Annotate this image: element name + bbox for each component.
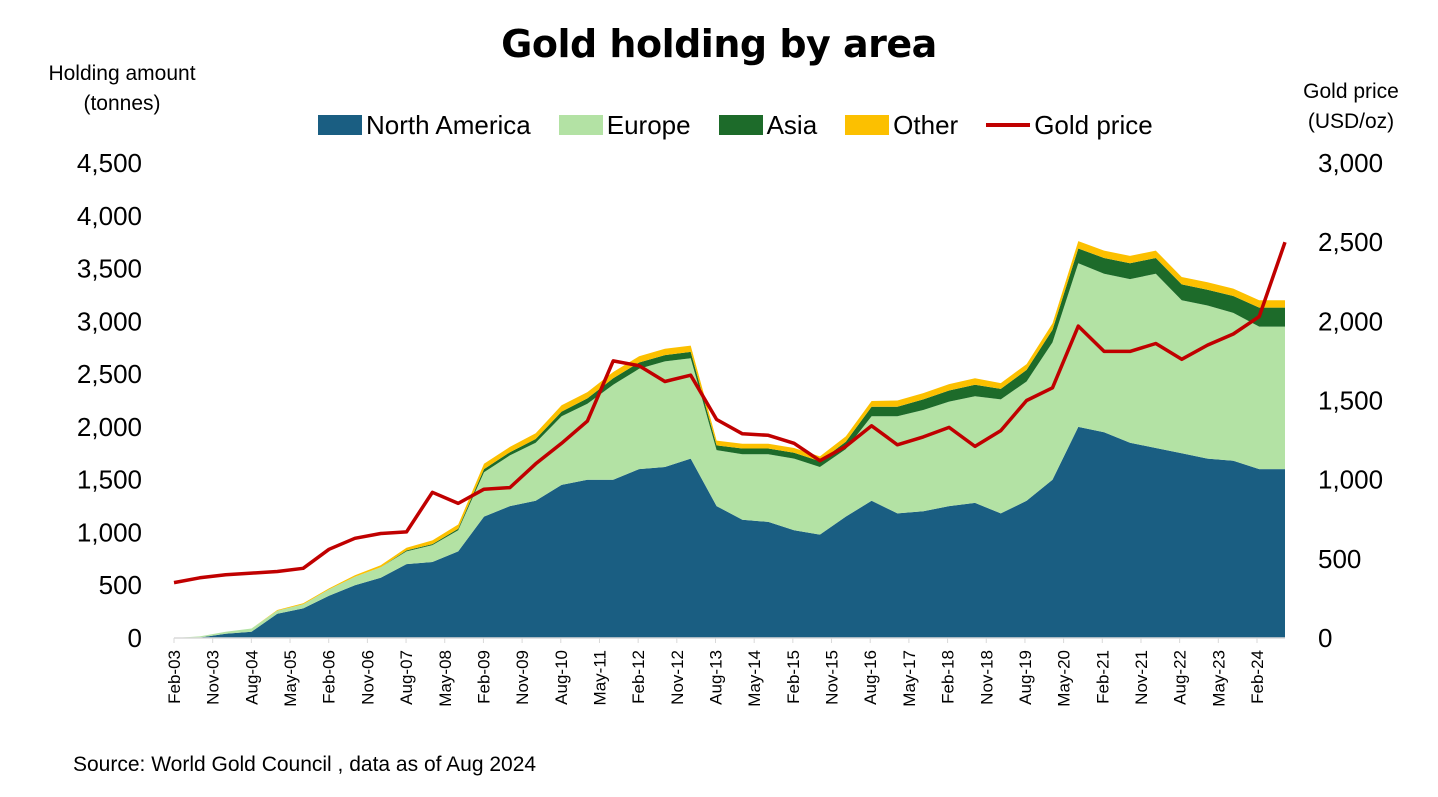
right-axis-title: Gold price (USD/oz)	[1276, 77, 1426, 137]
x-tick-label: Nov-09	[513, 650, 532, 705]
area-europe	[174, 263, 1285, 638]
legend-item-gold-price: Gold price	[986, 110, 1153, 141]
x-tick-label: Nov-15	[823, 650, 842, 705]
legend-label-europe: Europe	[606, 109, 691, 140]
left-y-tick-label: 1,500	[77, 465, 142, 495]
left-y-tick-label: 2,500	[77, 359, 142, 389]
legend-item-north-america: North America	[318, 110, 531, 141]
legend-swatch-europe	[558, 115, 603, 135]
x-tick-label: Aug-04	[242, 650, 261, 705]
legend-label-gold-price: Gold price	[1034, 109, 1153, 140]
x-tick-label: Feb-09	[474, 650, 493, 704]
x-tick-label: Aug-10	[552, 650, 571, 705]
x-tick-label: Feb-06	[320, 650, 339, 704]
left-y-tick-label: 4,500	[77, 148, 142, 178]
legend-swatch-asia	[718, 115, 763, 135]
axis-title-line: (tonnes)	[83, 92, 161, 115]
x-tick-label: May-08	[436, 650, 455, 707]
x-tick-label: Nov-21	[1132, 650, 1151, 705]
right-y-tick-label: 1,000	[1318, 465, 1383, 495]
right-y-tick-label: 3,000	[1318, 148, 1383, 178]
x-tick-label: Feb-12	[629, 650, 648, 704]
x-tick-label: May-20	[1055, 650, 1074, 707]
left-y-tick-label: 3,000	[77, 306, 142, 336]
right-y-tick-label: 1,500	[1318, 386, 1383, 416]
right-y-tick-label: 500	[1318, 544, 1361, 574]
x-tick-label: Nov-12	[668, 650, 687, 705]
legend-item-asia: Asia	[718, 109, 818, 141]
area-asia	[174, 248, 1285, 638]
left-y-tick-label: 4,000	[77, 201, 142, 231]
x-tick-label: Feb-18	[939, 650, 958, 704]
left-y-tick-label: 0	[128, 623, 142, 653]
x-tick-label: Nov-06	[358, 650, 377, 705]
left-y-tick-label: 2,000	[77, 412, 142, 442]
x-tick-label: Aug-22	[1171, 650, 1190, 705]
x-tick-label: May-23	[1209, 650, 1228, 707]
gold-price-line	[173, 241, 1287, 585]
legend-label-other: Other	[893, 109, 959, 140]
x-tick-label: Nov-18	[977, 650, 996, 705]
legend: North America Europe Asia Other Gold pri…	[318, 108, 1181, 142]
legend-item-other: Other	[845, 110, 958, 141]
x-tick-label: Aug-07	[397, 650, 416, 705]
right-y-tick-label: 2,500	[1318, 227, 1383, 257]
axis-title-line: Holding amount	[48, 62, 196, 85]
left-y-tick-label: 3,500	[77, 254, 142, 284]
left-axis-title: Holding amount (tonnes)	[22, 59, 222, 119]
x-tick-label: Feb-15	[784, 650, 803, 704]
x-tick-label: Aug-13	[707, 650, 726, 705]
legend-label-north-america: North America	[366, 109, 531, 140]
x-tick-label: Nov-03	[204, 650, 223, 705]
legend-swatch-other	[845, 115, 890, 135]
x-tick-label: Feb-03	[165, 650, 184, 704]
axis-title-line: (USD/oz)	[1307, 110, 1395, 133]
x-tick-label: May-05	[281, 650, 300, 707]
left-y-tick-label: 500	[99, 570, 142, 600]
left-y-tick-label: 1,000	[77, 517, 142, 547]
x-tick-label: Aug-16	[861, 650, 880, 705]
x-tick-label: Feb-24	[1248, 650, 1267, 704]
x-tick-label: Feb-21	[1093, 650, 1112, 704]
x-tick-label: Aug-19	[1016, 650, 1035, 705]
legend-swatch-north-america	[318, 115, 362, 135]
source-note: Source: World Gold Council , data as of …	[73, 753, 537, 776]
right-y-tick-label: 0	[1318, 623, 1332, 653]
x-tick-label: May-11	[591, 650, 610, 705]
right-y-tick-label: 2,000	[1318, 306, 1383, 336]
x-tick-label: May-17	[900, 650, 919, 707]
axis-title-line: Gold price	[1303, 80, 1399, 103]
legend-swatch-gold-price	[986, 123, 1031, 127]
x-tick-label: May-14	[745, 650, 764, 707]
legend-label-asia: Asia	[766, 109, 818, 140]
legend-item-europe: Europe	[558, 109, 691, 141]
chart-title: Gold holding by area	[501, 22, 937, 66]
area-north-america	[174, 426, 1285, 638]
